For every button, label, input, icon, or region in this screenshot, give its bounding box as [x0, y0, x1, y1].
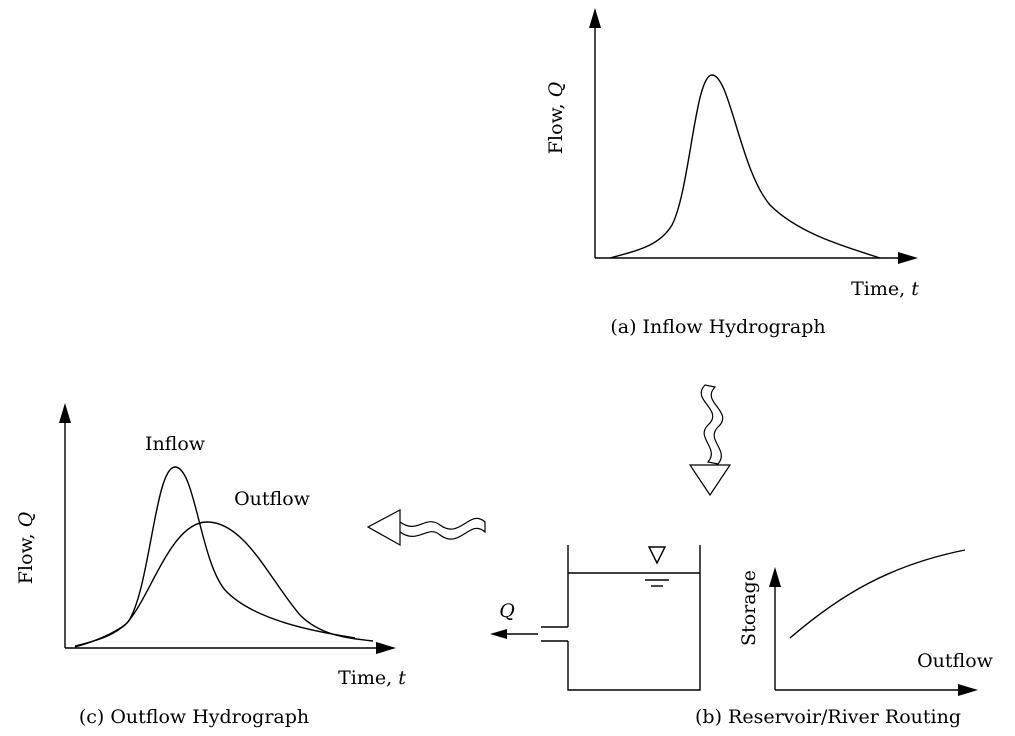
inflow-curve	[609, 74, 881, 259]
y-label: Flow, Q	[15, 512, 37, 584]
arrow-head	[958, 684, 978, 696]
inflow-label: Inflow	[145, 433, 206, 455]
x-label: Time, t	[338, 667, 406, 689]
caption: (a) Inflow Hydrograph	[610, 316, 825, 338]
arrow-head	[589, 8, 601, 28]
outlet-label: Q	[499, 600, 515, 622]
x-label-text: Time,	[338, 667, 392, 689]
y-label-text: Flow,	[15, 533, 37, 584]
inflow-curve	[74, 466, 356, 647]
outflow-label: Outflow	[234, 488, 311, 510]
y-label-symbol: Q	[15, 512, 37, 528]
y-label-text: Flow,	[545, 103, 567, 154]
arrow-head	[376, 642, 396, 654]
x-label-text: Time,	[851, 278, 905, 300]
caption: (c) Outflow Hydrograph	[79, 706, 309, 728]
arrow-head	[59, 403, 71, 423]
flow-arrow-left	[366, 509, 486, 547]
water-level-symbol	[647, 546, 667, 565]
arrow-head	[490, 629, 507, 639]
panel-c: Inflow Outflow Flow, Q Time, t (c) Outfl…	[15, 403, 406, 728]
caption: (b) Reservoir/River Routing	[695, 706, 961, 728]
x-label-symbol: t	[398, 667, 406, 689]
y-label: Flow, Q	[545, 82, 567, 154]
reservoir-tank	[567, 545, 701, 691]
x-label-symbol: t	[911, 278, 919, 300]
storage-curve	[789, 549, 966, 639]
outflow-curve	[74, 521, 374, 648]
x-label: Time, t	[851, 278, 919, 300]
x-label: Outflow	[917, 650, 994, 672]
flow-arrow-down	[688, 384, 732, 497]
y-label: Storage	[738, 570, 760, 646]
arrow-head	[898, 252, 918, 264]
panel-a: Flow, Q Time, t (a) Inflow Hydrograph	[545, 8, 919, 338]
y-label-symbol: Q	[545, 82, 567, 98]
panel-b: Q Storage Outflow (b) Reservoir/River Ro…	[490, 545, 994, 728]
arrow-head	[769, 567, 781, 587]
